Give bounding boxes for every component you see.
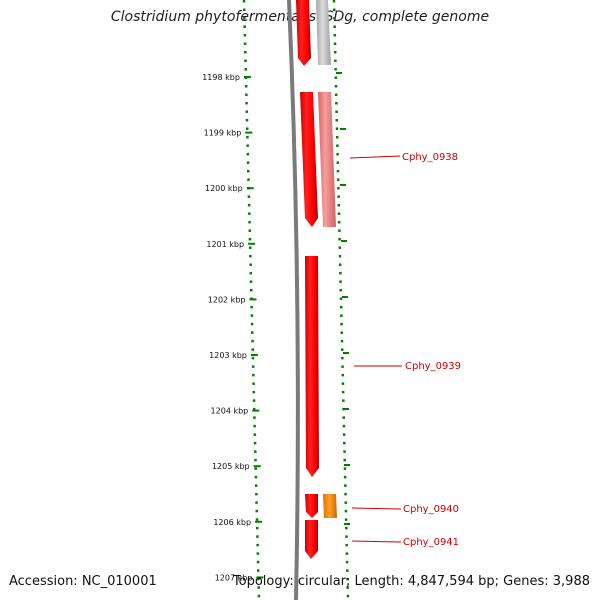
accession-text: Accession: NC_010001 <box>9 574 157 589</box>
right-scale-dashes <box>336 72 350 525</box>
gene-arrow-cphy-0941 <box>305 520 318 559</box>
ruler-ticks: 1198 kbp 1199 kbp 1200 kbp 1201 kbp 1202 kbp… <box>202 73 264 582</box>
ruler-tick-label: 1205 kbp <box>212 462 250 471</box>
gene-label-cphy-0940[interactable]: Cphy_0940 <box>403 504 459 515</box>
orange-feature-cphy-0940 <box>323 494 337 518</box>
ruler-tick-label: 1198 kbp <box>202 73 240 82</box>
ruler-tick-label: 1206 kbp <box>213 518 251 527</box>
ruler-tick-label: 1207 kbp <box>215 573 253 582</box>
leader-line-cphy-0941 <box>351 540 402 543</box>
leader-line-cphy-0938 <box>349 155 401 159</box>
genome-stats-text: Topology: circular; Length: 4,847,594 bp… <box>232 574 590 589</box>
gene-arrow-cphy-0938 <box>300 92 318 227</box>
ruler-tick-label: 1200 kbp <box>205 184 243 193</box>
ruler-tick-label: 1201 kbp <box>206 240 244 249</box>
ruler-tick-label: 1203 kbp <box>209 351 247 360</box>
gene-arrow-partial-top <box>296 0 311 66</box>
leader-line-cphy-0940 <box>351 507 402 510</box>
genome-backbone <box>287 0 300 600</box>
gene-label-cphy-0941[interactable]: Cphy_0941 <box>403 537 459 548</box>
gene-label-cphy-0938[interactable]: Cphy_0938 <box>402 152 458 163</box>
ruler-tick-label: 1204 kbp <box>211 407 249 416</box>
ruler-tick-label: 1202 kbp <box>208 295 246 304</box>
gene-arrow-cphy-0939 <box>305 256 319 477</box>
homolog-bar-gray-top <box>316 0 331 65</box>
ruler-tick-label: 1199 kbp <box>204 129 242 138</box>
gene-arrow-cphy-0940 <box>305 494 318 518</box>
gene-label-cphy-0939[interactable]: Cphy_0939 <box>405 361 461 372</box>
homolog-bar-cphy-0938 <box>318 92 336 227</box>
